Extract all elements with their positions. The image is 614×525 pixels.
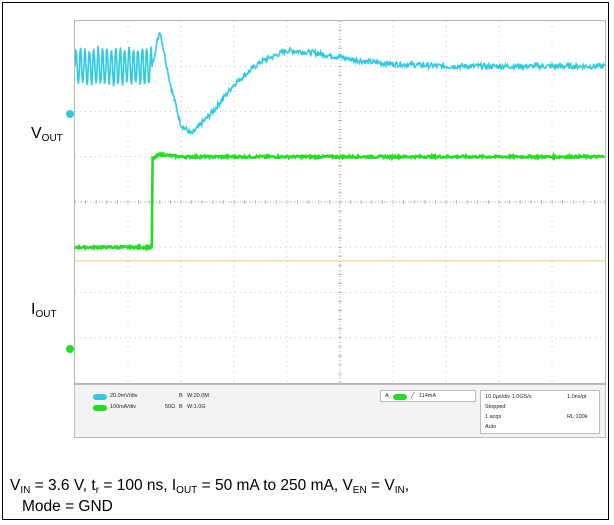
plot-area [73,20,606,384]
sample-interval: 1.0ns/pt [567,394,587,400]
trigger-mode: Auto [485,424,497,430]
ch4-impedance: 50Ω [165,404,176,410]
trigger-box: A ╱ 114mA [380,390,476,402]
iout-label: IOUT [31,301,57,320]
trigger-channel-pill [393,394,407,400]
ch1-scale: 20.0mV/div [110,393,138,399]
caption-line-1: VIN = 3.6 V, tr = 100 ns, IOUT = 50 mA t… [10,477,410,497]
ch4-marker [66,345,74,353]
figure-caption: VIN = 3.6 V, tr = 100 ns, IOUT = 50 mA t… [10,478,605,515]
ch1-marker [66,110,74,118]
acq-state: Stopped [485,404,506,410]
ch1-bw-label: B [179,393,183,399]
trigger-source-label: A [385,393,389,399]
vout-label: VOUT [31,125,63,144]
scope-status-bar: 20.0mV/div B W:20.0M 100mA/div 50Ω B W:1… [74,384,606,438]
oscilloscope-screen [73,20,606,384]
ch4-pill [93,405,107,411]
acq-count: 1 acqs [485,414,502,420]
ch4-bw-value: W:1.0G [187,404,206,410]
timebase: 10.0µs/div 1.0GS/s [485,394,532,400]
ch4-bw-label: B [179,404,183,410]
trigger-level: 114mA [419,393,437,399]
caption-line-2: Mode = GND [22,498,113,515]
iout-trace [73,150,606,252]
ch4-scale: 100mA/div [110,404,136,410]
ch1-bw-value: W:20.0M [187,393,209,399]
ch1-pill [93,394,107,400]
vout-trace [74,31,606,136]
record-length: RL:100k [567,414,588,420]
timebase-box: 10.0µs/div 1.0GS/s 1.0ns/pt Stopped 1 ac… [480,390,600,434]
trigger-slope-icon: ╱ [411,393,415,399]
